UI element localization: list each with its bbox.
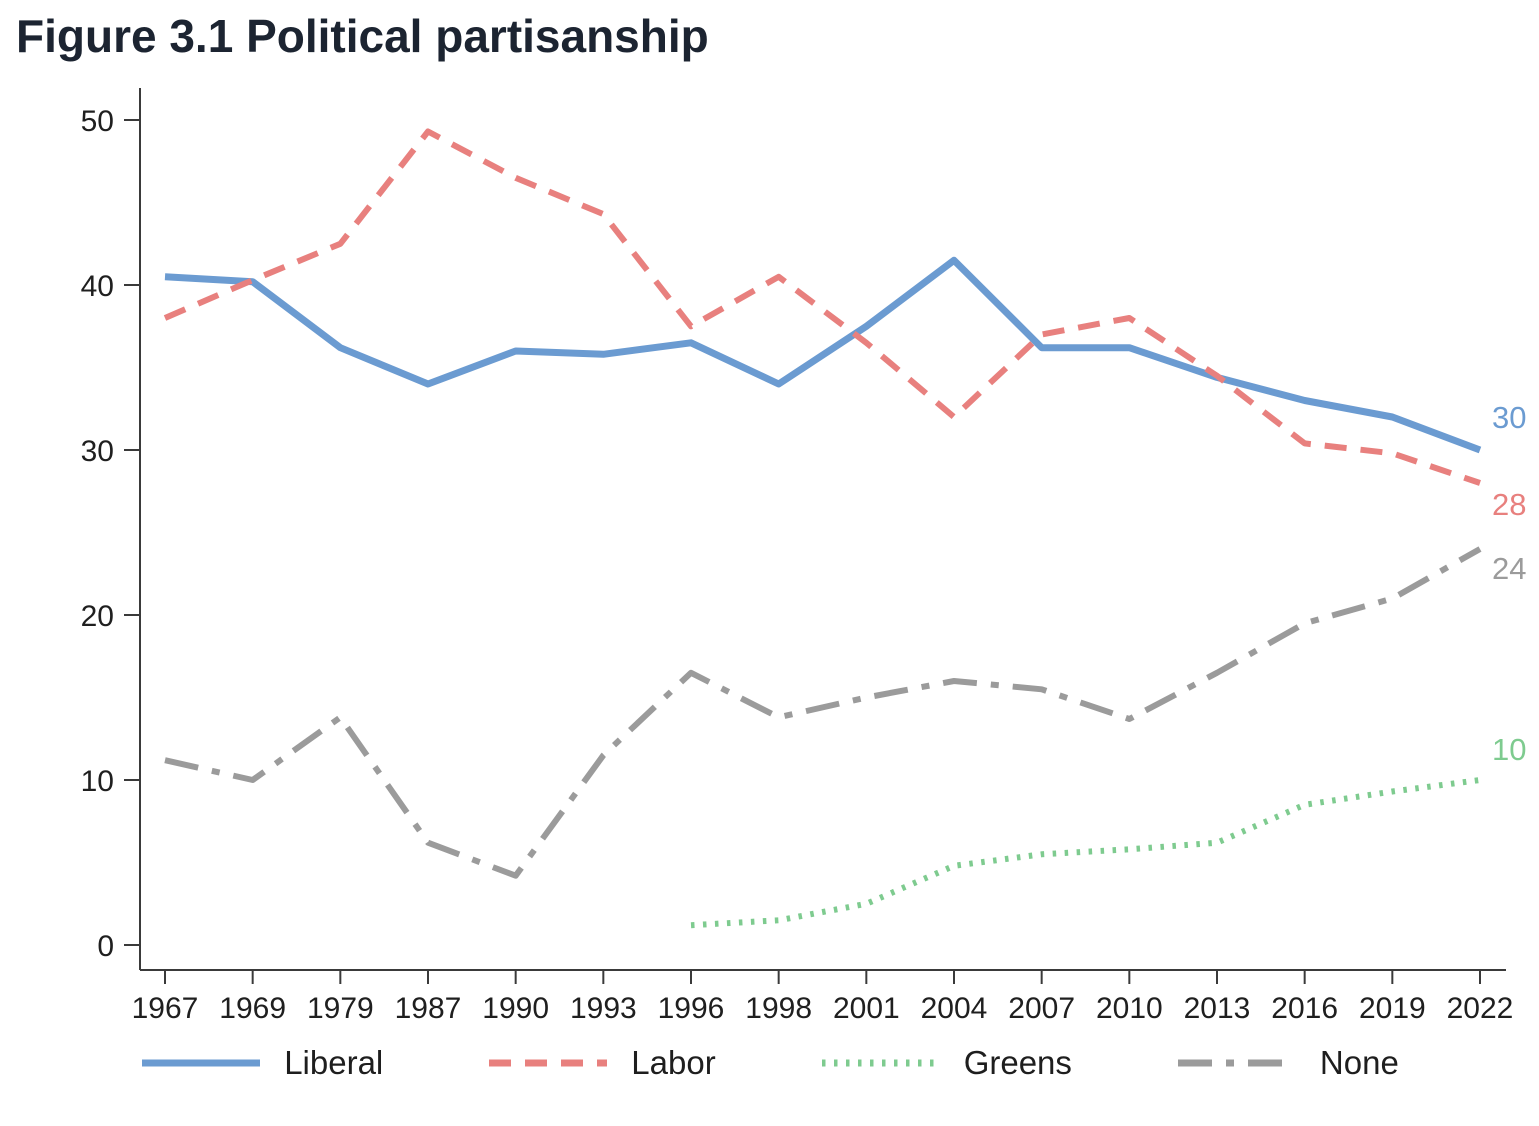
x-tick-label: 2016 [1271, 992, 1338, 1025]
y-tick-label: 20 [81, 600, 114, 633]
x-tick-label: 1967 [132, 992, 199, 1025]
legend-item-liberal: Liberal [140, 1044, 383, 1082]
legend-label-liberal: Liberal [284, 1043, 384, 1081]
legend-item-greens: Greens [820, 1044, 1072, 1082]
legend-line-none-icon [1177, 1059, 1296, 1067]
x-tick-label: 2007 [1008, 992, 1075, 1025]
end-label-greens: 10 [1492, 732, 1526, 767]
legend-item-labor: Labor [487, 1043, 716, 1082]
legend-label-labor: Labor [631, 1043, 716, 1081]
y-tick-label: 10 [81, 765, 114, 798]
x-tick-label: 2001 [833, 992, 900, 1025]
figure-page: Figure 3.1 Political partisanship 0 10 20 3… [0, 10, 1539, 1126]
x-tick-label: 1979 [307, 992, 374, 1025]
x-tick-label: 1990 [482, 992, 549, 1025]
y-tick-label: 0 [97, 930, 114, 963]
line-chart-canvas: 0 10 20 30 40 50 1967 1969 1979 1987 1990 1993 1996 1… [81, 87, 1526, 1025]
x-tick-label: 1996 [658, 992, 725, 1025]
x-tick-label: 2019 [1359, 992, 1426, 1025]
x-tick-label: 2010 [1096, 992, 1163, 1025]
end-label-none: 24 [1492, 551, 1526, 586]
legend-line-greens-icon [821, 1059, 940, 1067]
legend-label-greens: Greens [963, 1043, 1072, 1081]
x-tick-label: 2004 [921, 992, 988, 1025]
x-tick-label: 2022 [1447, 992, 1514, 1025]
chart-legend: Liberal Labor Greens None [0, 1044, 1539, 1082]
legend-line-labor-icon [489, 1059, 608, 1067]
x-tick-label: 1998 [745, 992, 812, 1025]
end-label-labor: 28 [1492, 487, 1526, 522]
series-line-liberal [164, 256, 1482, 454]
legend-item-none: None [1176, 1044, 1399, 1082]
y-tick-label: 30 [81, 435, 114, 468]
legend-label-none: None [1319, 1043, 1399, 1081]
x-tick-label: 1969 [219, 992, 286, 1025]
y-tick-label: 40 [81, 270, 114, 303]
end-label-liberal: 30 [1492, 400, 1526, 435]
x-tick-label: 2013 [1184, 992, 1251, 1025]
y-tick-label: 50 [81, 105, 114, 138]
figure-title: Figure 3.1 Political partisanship [16, 10, 709, 62]
legend-line-liberal-icon [142, 1059, 261, 1067]
x-tick-label: 1993 [570, 992, 637, 1025]
series-line-labor [163, 128, 1481, 486]
series-line-none [164, 546, 1482, 879]
x-tick-label: 1987 [395, 992, 462, 1025]
series-line-greens [690, 776, 1481, 929]
